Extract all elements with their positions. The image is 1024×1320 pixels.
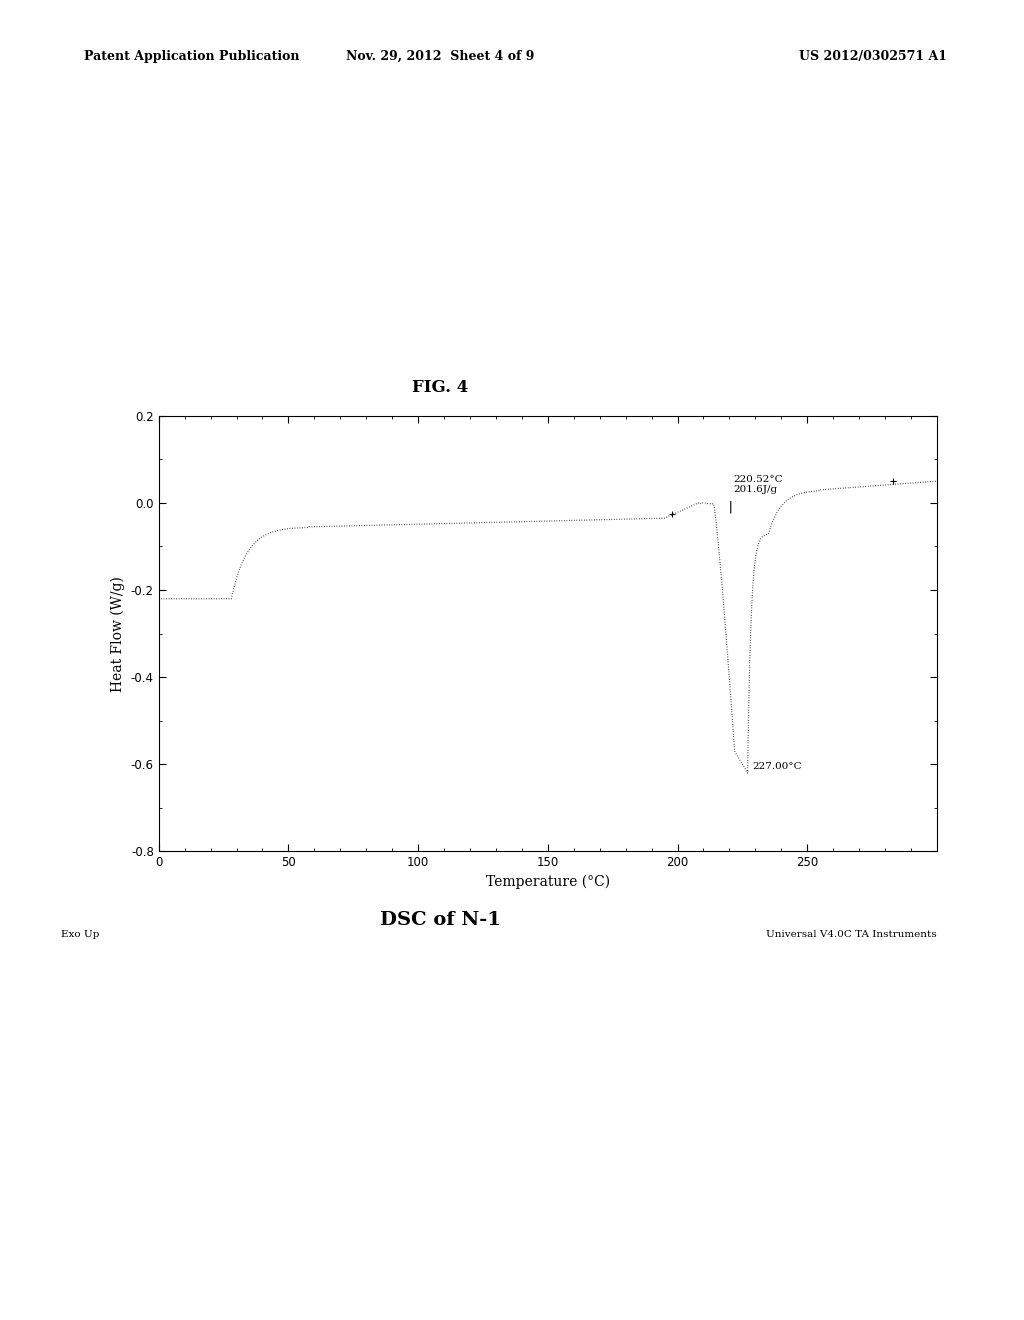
- Text: Universal V4.0C TA Instruments: Universal V4.0C TA Instruments: [766, 929, 937, 939]
- Text: 220.52°C: 220.52°C: [733, 475, 783, 483]
- Text: 227.00°C: 227.00°C: [753, 762, 803, 771]
- Text: FIG. 4: FIG. 4: [413, 379, 468, 396]
- Text: DSC of N-1: DSC of N-1: [380, 911, 501, 929]
- X-axis label: Temperature (°C): Temperature (°C): [485, 875, 610, 890]
- Text: Exo Up: Exo Up: [61, 929, 99, 939]
- Text: 201.6J/g: 201.6J/g: [733, 486, 777, 495]
- Text: Nov. 29, 2012  Sheet 4 of 9: Nov. 29, 2012 Sheet 4 of 9: [346, 50, 535, 63]
- Y-axis label: Heat Flow (W/g): Heat Flow (W/g): [111, 576, 125, 692]
- Text: US 2012/0302571 A1: US 2012/0302571 A1: [799, 50, 947, 63]
- Text: Patent Application Publication: Patent Application Publication: [84, 50, 299, 63]
